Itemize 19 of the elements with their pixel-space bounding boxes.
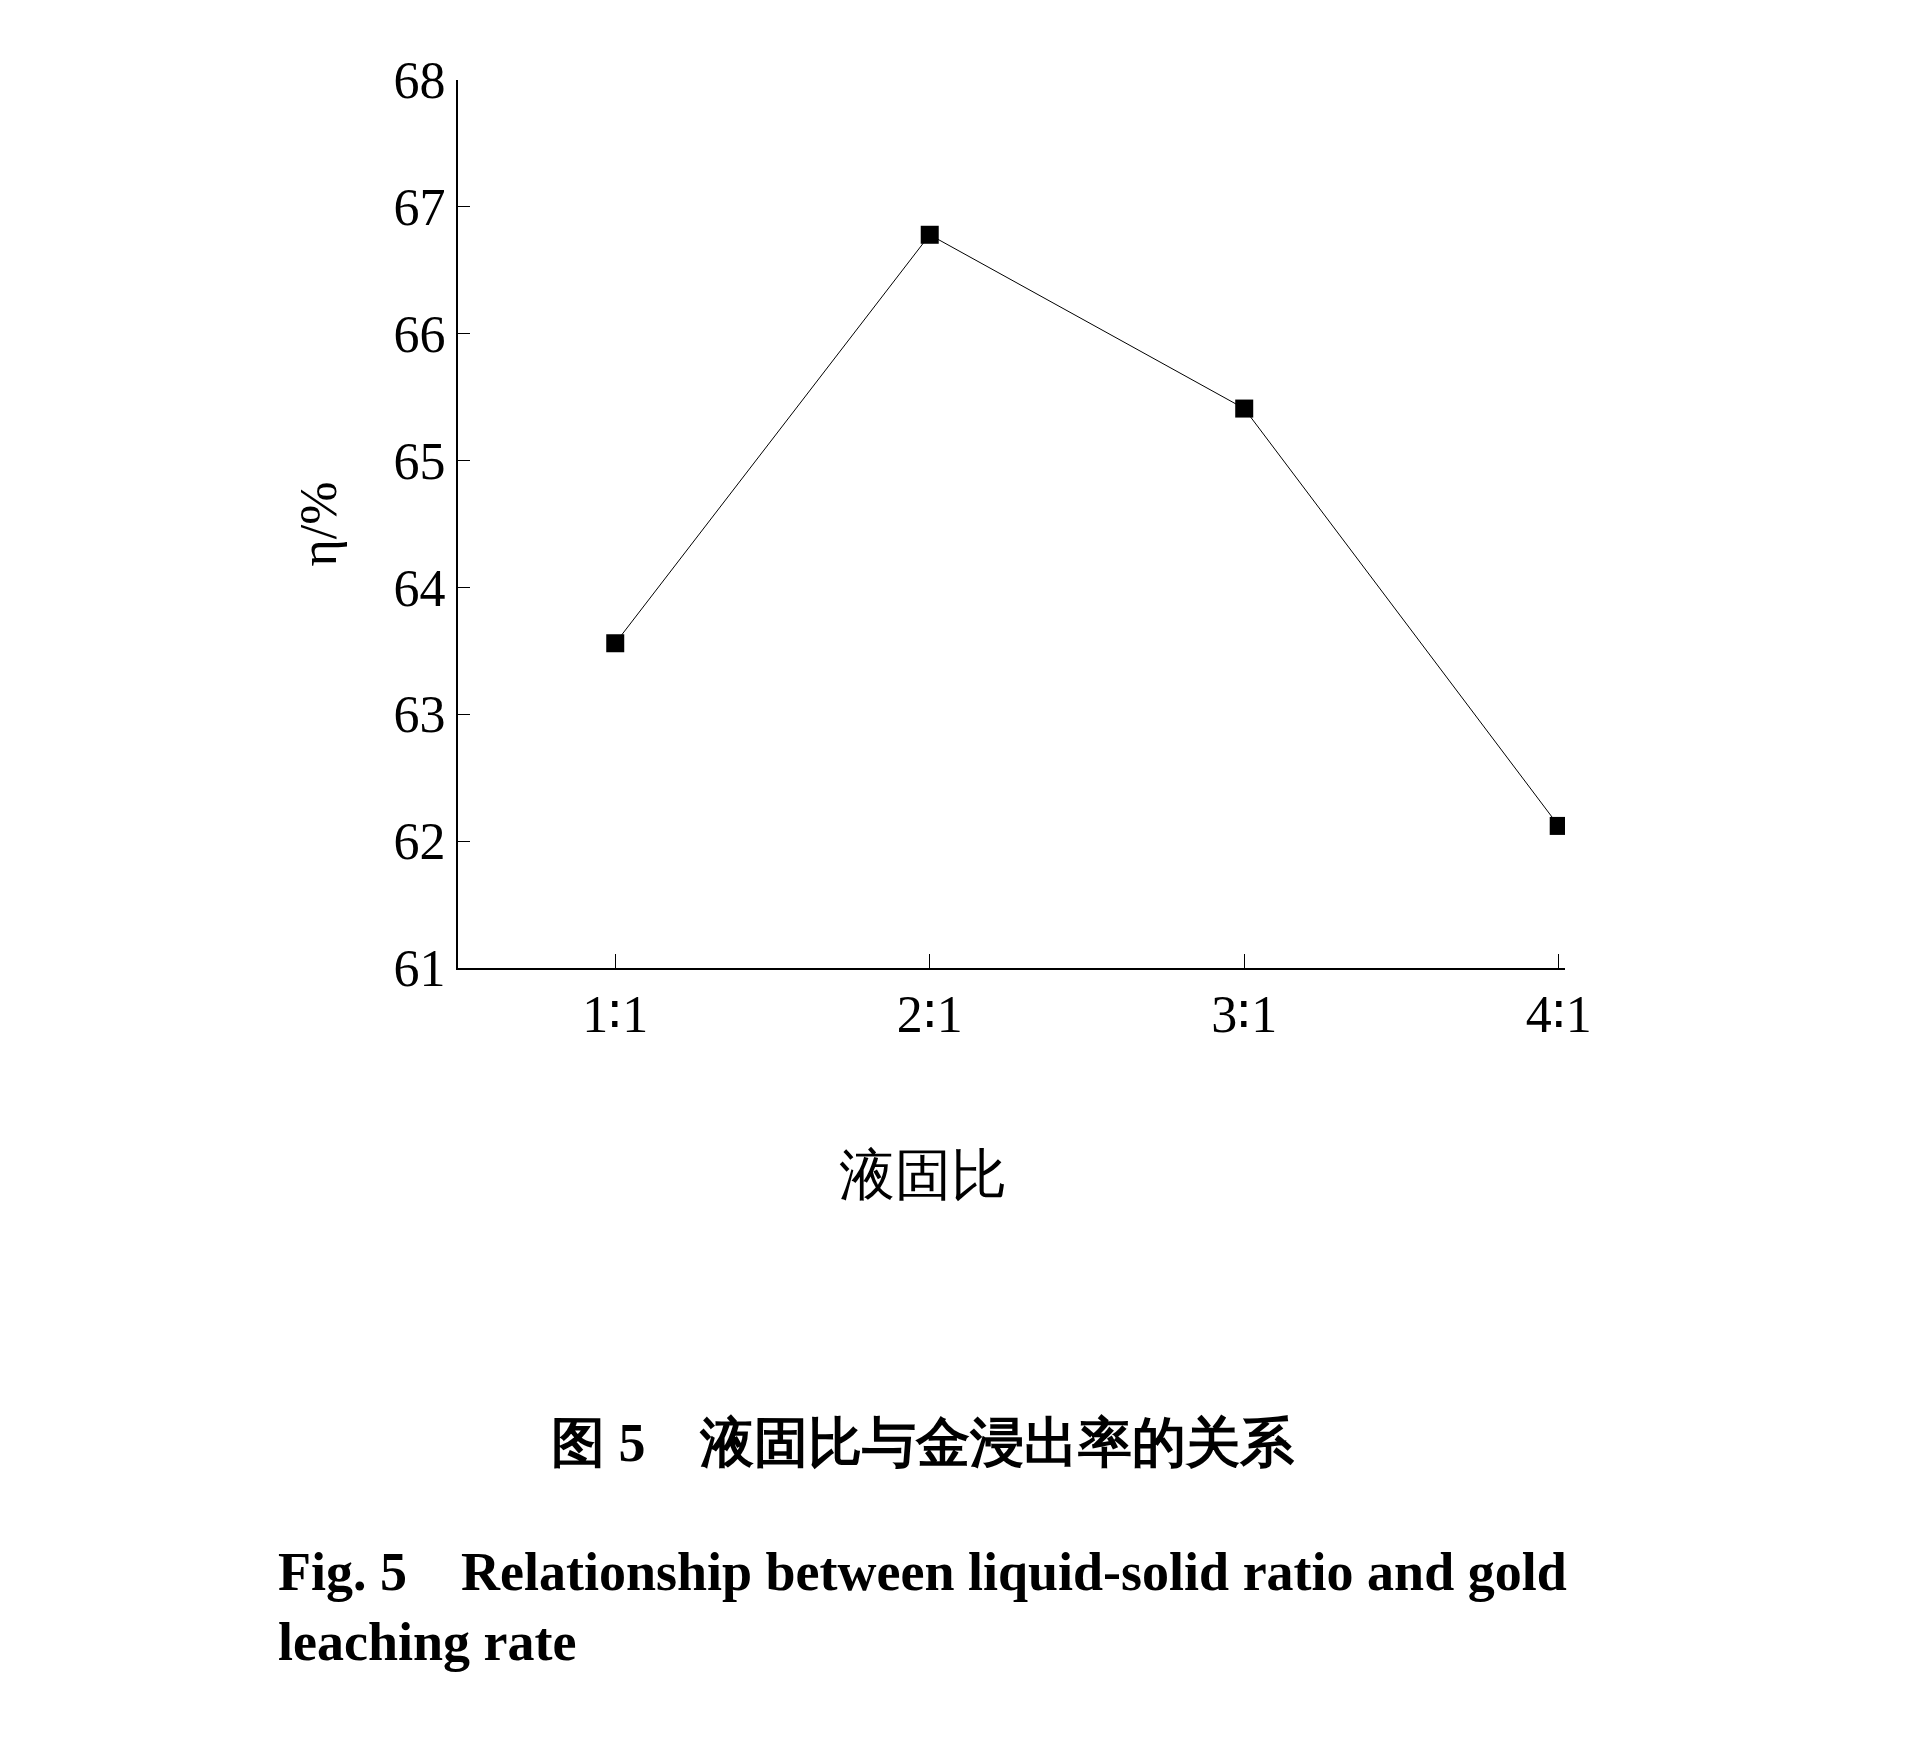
x-tick-label: 4∶1 — [1525, 986, 1592, 1044]
y-tick-label: 67 — [393, 179, 446, 237]
x-tick-label: 1∶1 — [582, 986, 649, 1044]
point — [920, 225, 939, 244]
x-tick-label: 2∶1 — [896, 986, 963, 1044]
x-axis-title: 液固比 — [839, 1144, 1007, 1206]
y-tick-label: 62 — [393, 813, 446, 871]
y-tick-label: 61 — [393, 940, 446, 998]
x-tick-label: 3∶1 — [1211, 986, 1278, 1044]
y-tick-label: 64 — [393, 559, 446, 617]
point — [1235, 399, 1254, 418]
y-tick-label: 66 — [393, 305, 446, 363]
y-tick-label: 68 — [393, 52, 446, 110]
caption: Fig. 5 Relationship between liquid-solid ratio and gold leaching rate — [278, 1542, 1567, 1673]
point — [606, 634, 625, 653]
caption: 图 5 液固比与金浸出率的关系 — [551, 1413, 1295, 1473]
y-tick-label: 63 — [393, 686, 446, 744]
y-tick-label: 65 — [393, 432, 446, 490]
y-axis-title: η/% — [290, 481, 348, 567]
